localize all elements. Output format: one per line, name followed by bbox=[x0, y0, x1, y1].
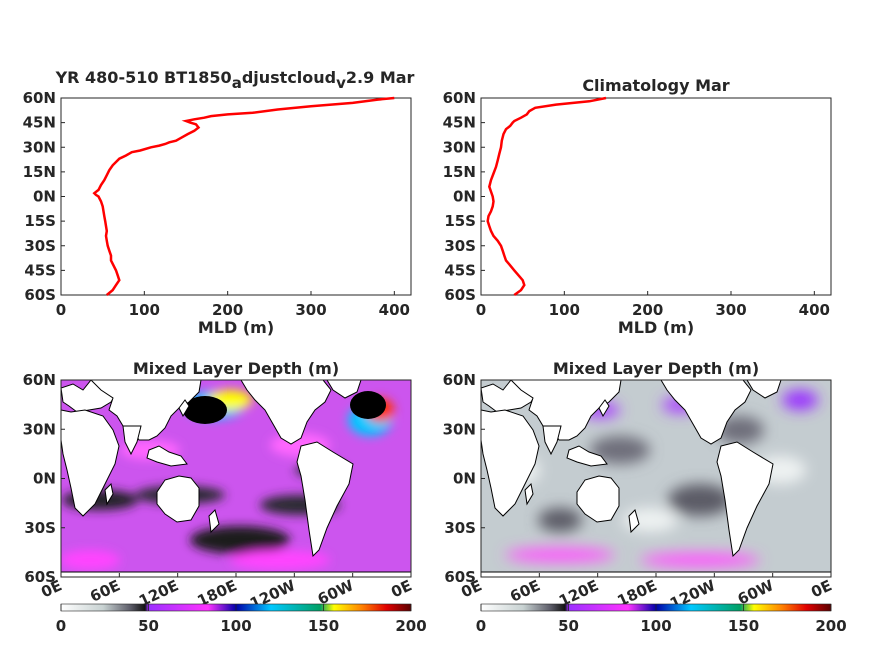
panel3-ytick-label: 0N bbox=[33, 470, 56, 488]
panel4-xtick-label: 60E bbox=[507, 576, 543, 605]
panel1-ytick-label: 60N bbox=[23, 89, 56, 107]
panel4-title: Mixed Layer Depth (m) bbox=[553, 359, 759, 378]
panel3-ytick-label: 30S bbox=[24, 519, 56, 537]
panel1-xlabel: MLD (m) bbox=[198, 318, 274, 337]
profile-panel-left: YR 480-510 BT1850adjustcloudv2.9 Mar 60N… bbox=[23, 68, 415, 337]
panel2-xtick-label: 400 bbox=[799, 301, 830, 319]
panel1-xtick-label: 0 bbox=[56, 301, 66, 319]
panel2-ytick-label: 0N bbox=[453, 188, 476, 206]
panel1-xtick-label: 100 bbox=[129, 301, 160, 319]
panel2-ytick-label: 30N bbox=[443, 138, 476, 156]
panel3-ytick-label: 60S bbox=[24, 568, 56, 586]
panel2-xlabel: MLD (m) bbox=[618, 318, 694, 337]
panel4-heatmap bbox=[481, 380, 831, 577]
panel1-ytick-label: 15N bbox=[23, 163, 56, 181]
colorbar-left-tick-label: 50 bbox=[138, 617, 159, 635]
panel2-series-line bbox=[486, 96, 607, 297]
panel1-title: YR 480-510 BT1850adjustcloudv2.9 Mar bbox=[55, 68, 415, 92]
panel2-xtick-label: 200 bbox=[632, 301, 663, 319]
panel4-ytick-label: 60S bbox=[444, 568, 476, 586]
panel1-ytick-label: 0N bbox=[33, 188, 56, 206]
panel2-axes-box bbox=[480, 97, 832, 296]
panel1-ytick-label: 15S bbox=[24, 212, 56, 230]
colorbar-right-tick-label: 0 bbox=[476, 617, 486, 635]
colorbar-right-tick-label: 200 bbox=[815, 617, 846, 635]
panel2-ytick-label: 60S bbox=[444, 286, 476, 304]
panel1-ytick-label: 60S bbox=[24, 286, 56, 304]
panel1-axes-box bbox=[60, 97, 412, 296]
panel3-ytick-label: 30N bbox=[23, 420, 56, 438]
panel2-ytick-label: 15N bbox=[443, 163, 476, 181]
colorbar-right-tick-label: 150 bbox=[728, 617, 759, 635]
panel4-ytick-label: 0N bbox=[453, 470, 476, 488]
panel1-title-main: YR 480-510 BT1850 bbox=[55, 68, 232, 87]
colorbar-left-tick-label: 150 bbox=[308, 617, 339, 635]
colorbar-right-tick-label: 50 bbox=[558, 617, 579, 635]
panel1-xtick-label: 400 bbox=[379, 301, 410, 319]
panel2-ytick-label: 30S bbox=[444, 237, 476, 255]
panel1-series-line bbox=[92, 96, 395, 296]
panel2-ytick-label: 15S bbox=[444, 212, 476, 230]
panel1-title-mid: djustcloud bbox=[242, 68, 336, 87]
panel3-xtick-label: 60W bbox=[315, 576, 357, 608]
panel3-xtick-label: 60E bbox=[87, 576, 123, 605]
panel2-ytick-label: 45N bbox=[443, 114, 476, 132]
panel1-ytick-label: 45S bbox=[24, 261, 56, 279]
panel1-xtick-label: 200 bbox=[212, 301, 243, 319]
panel1-ytick-label: 30N bbox=[23, 138, 56, 156]
panel1-title-end: 2.9 Mar bbox=[346, 68, 415, 87]
colorbar-left-tick-label: 200 bbox=[395, 617, 426, 635]
panel4-xtick-label: 0E bbox=[808, 576, 834, 601]
panel1-ytick-label: 30S bbox=[24, 237, 56, 255]
panel1-title-sub1: a bbox=[232, 74, 242, 92]
panel4-ytick-label: 60N bbox=[443, 371, 476, 389]
panel2-ytick-label: 45S bbox=[444, 261, 476, 279]
map-panel-left: Mixed Layer Depth (m) bbox=[23, 359, 415, 613]
panel2-title: Climatology Mar bbox=[582, 76, 729, 95]
panel1-title-sub2: v bbox=[336, 74, 346, 92]
panel2-xtick-label: 0 bbox=[476, 301, 486, 319]
colorbar-right: 0 50 100 150 200 bbox=[476, 603, 847, 635]
panel1-xtick-label: 300 bbox=[295, 301, 326, 319]
colorbar-right-tick-label: 100 bbox=[640, 617, 671, 635]
profile-panel-right: Climatology Mar 60N 45N 30N 15N 0N 15S 30S 45S 6… bbox=[443, 76, 832, 337]
panel2-xtick-label: 300 bbox=[715, 301, 746, 319]
panel1-ytick-label: 45N bbox=[23, 114, 56, 132]
colorbar-left: 0 50 100 150 200 bbox=[56, 603, 427, 635]
panel2-xtick-label: 100 bbox=[549, 301, 580, 319]
colorbar-left-tick-label: 100 bbox=[220, 617, 251, 635]
panel3-ytick-label: 60N bbox=[23, 371, 56, 389]
panel3-heatmap bbox=[61, 380, 411, 577]
panel4-xtick-label: 60W bbox=[735, 576, 777, 608]
panel4-ytick-label: 30N bbox=[443, 420, 476, 438]
panel3-title: Mixed Layer Depth (m) bbox=[133, 359, 339, 378]
colorbar-left-tick-label: 0 bbox=[56, 617, 66, 635]
panel3-xtick-label: 0E bbox=[388, 576, 414, 601]
panel2-ytick-label: 60N bbox=[443, 89, 476, 107]
map-panel-right: Mixed Layer Depth (m) 60N 30N 0N 30S 60S 0E 6… bbox=[443, 359, 835, 613]
panel4-ytick-label: 30S bbox=[444, 519, 476, 537]
